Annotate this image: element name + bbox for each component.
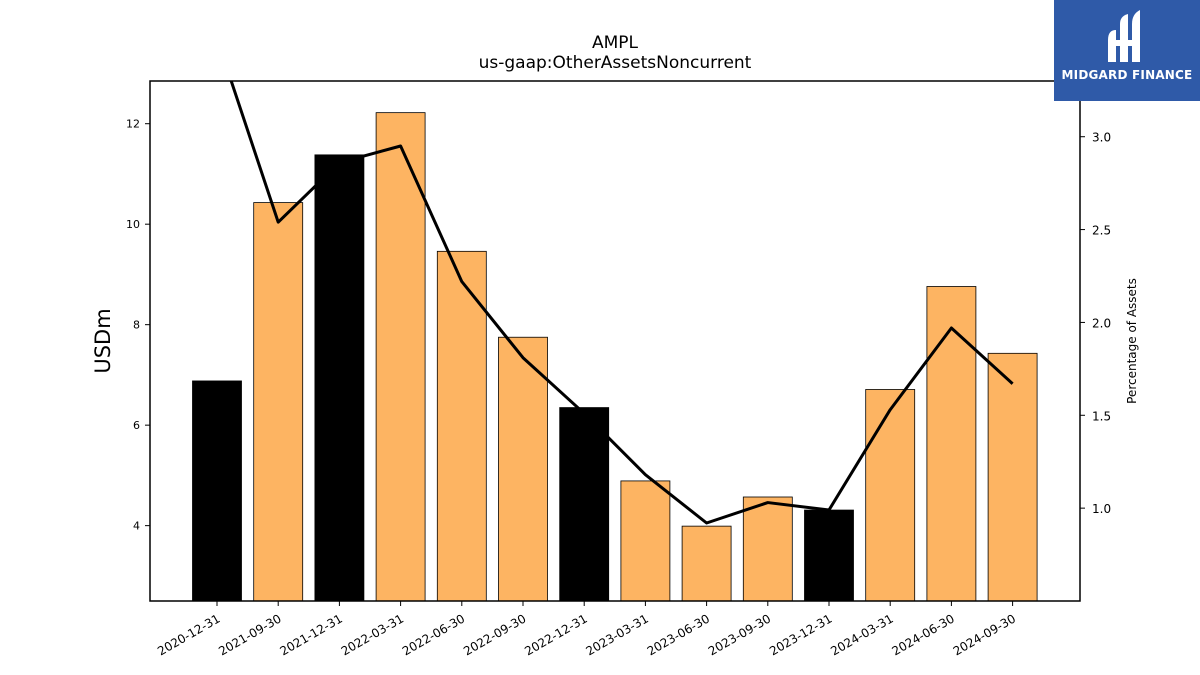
y2-tick-label: 2.0 bbox=[1092, 316, 1111, 330]
bars bbox=[192, 112, 1038, 602]
percent-series-line bbox=[229, 81, 1014, 525]
y2-tick-label: 3.0 bbox=[1092, 131, 1111, 145]
y-axis-left: 4 6 8 10 12 bbox=[126, 118, 150, 533]
y-tick-label: 8 bbox=[133, 319, 140, 332]
plot-frame bbox=[149, 80, 1081, 602]
bar-2022-09-30 bbox=[498, 336, 548, 602]
x-tick-label: 2023-06-30 bbox=[645, 611, 712, 658]
x-tick-label: 2022-12-31 bbox=[522, 611, 589, 658]
y2-axis-label: Percentage of Assets bbox=[1125, 278, 1139, 404]
x-tick-label: 2023-09-30 bbox=[706, 611, 773, 658]
y2-tick-label: 2.5 bbox=[1092, 224, 1111, 238]
bar-2022-03-31 bbox=[375, 112, 426, 602]
bar-2024-03-31 bbox=[865, 389, 916, 602]
x-tick-label: 2021-09-30 bbox=[216, 611, 283, 658]
bar-2022-06-30 bbox=[436, 250, 487, 602]
bar-2023-09-30 bbox=[742, 496, 793, 602]
y2-tick-label: 1.5 bbox=[1092, 409, 1111, 423]
bar-2023-12-31 bbox=[804, 509, 854, 602]
x-tick-label: 2023-12-31 bbox=[767, 611, 834, 658]
brand-name: MIDGARD FINANCE bbox=[1061, 68, 1193, 82]
y-axis-label: USDm bbox=[91, 308, 115, 373]
x-tick-label: 2022-09-30 bbox=[461, 611, 528, 658]
percent-line bbox=[229, 81, 1014, 525]
x-tick-label: 2023-03-31 bbox=[583, 611, 650, 658]
x-tick-label: 2022-03-31 bbox=[339, 611, 406, 658]
bar-2024-06-30 bbox=[926, 286, 977, 602]
brand-logo: MIDGARD FINANCE bbox=[1054, 0, 1200, 101]
y-tick-label: 10 bbox=[126, 218, 140, 231]
x-tick-label: 2024-09-30 bbox=[951, 611, 1018, 658]
bar-2023-03-31 bbox=[620, 480, 671, 602]
x-tick-label: 2021-12-31 bbox=[277, 611, 344, 658]
chart-title: AMPL bbox=[592, 33, 639, 53]
bar-2024-09-30 bbox=[987, 352, 1038, 602]
y-tick-label: 4 bbox=[133, 520, 140, 533]
chart-subtitle: us-gaap:OtherAssetsNoncurrent bbox=[479, 53, 752, 73]
y-tick-label: 12 bbox=[126, 118, 140, 131]
bar-2020-12-31 bbox=[192, 380, 242, 602]
x-tick-label: 2022-06-30 bbox=[400, 611, 467, 658]
bar-2022-12-31 bbox=[559, 407, 610, 602]
x-tick-label: 2020-12-31 bbox=[155, 611, 222, 658]
y2-tick-label: 1.0 bbox=[1092, 502, 1111, 516]
bar-2021-09-30 bbox=[253, 202, 304, 602]
x-tick-label: 2024-03-31 bbox=[828, 611, 895, 658]
x-axis: 2020-12-312021-09-302021-12-312022-03-31… bbox=[155, 601, 1018, 658]
y-axis-right: 1.0 1.5 2.0 2.5 3.0 bbox=[1080, 131, 1111, 516]
midgard-logo-icon bbox=[1108, 10, 1140, 62]
bar-2023-06-30 bbox=[681, 525, 732, 602]
y-tick-label: 6 bbox=[133, 419, 140, 432]
bar-2021-12-31 bbox=[314, 154, 365, 602]
x-tick-label: 2024-06-30 bbox=[889, 611, 956, 658]
